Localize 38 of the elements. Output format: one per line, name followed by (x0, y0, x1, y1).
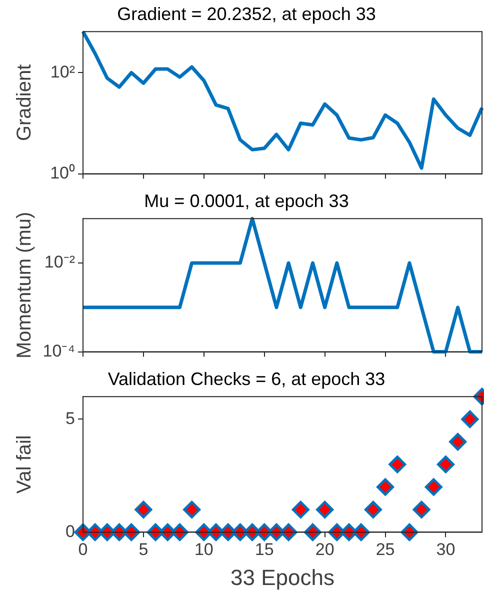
x-tick-label: 5 (138, 540, 148, 560)
y-axis-title: Gradient (14, 64, 36, 142)
point (376, 478, 394, 496)
y-tick-label: 5 (66, 408, 75, 428)
chart-title: Gradient = 20.2352, at epoch 33 (117, 4, 376, 24)
point (400, 523, 418, 541)
x-tick-label: 15 (254, 540, 274, 560)
point (134, 500, 152, 518)
point (316, 500, 334, 518)
y-axis-title: Val fail (14, 435, 36, 494)
point (292, 500, 310, 518)
x-tick-label: 30 (436, 540, 456, 560)
point (352, 523, 370, 541)
point (170, 523, 188, 541)
chart-title: Validation Checks = 6, at epoch 33 (108, 368, 386, 389)
y-tick-label: 10² (50, 62, 76, 82)
x-tick-label: 10 (194, 540, 214, 560)
point (183, 500, 201, 518)
point (280, 523, 298, 541)
point (388, 456, 406, 474)
point (461, 410, 479, 428)
y-tick-label: 10⁻⁴ (42, 341, 75, 360)
x-axis-title: 33 Epochs (230, 564, 334, 590)
point (122, 523, 140, 541)
x-tick-label: 20 (315, 540, 334, 560)
x-tick-label: 25 (376, 540, 395, 560)
x-tick-label: 0 (78, 540, 88, 560)
point (412, 500, 430, 518)
y-tick-label: 0 (66, 522, 75, 541)
point (449, 433, 467, 451)
point (436, 456, 454, 474)
point (364, 500, 382, 518)
chart-title: Mu = 0.0001, at epoch 33 (144, 190, 349, 211)
point (424, 478, 442, 496)
point (304, 523, 322, 541)
y-tick-label: 10⁰ (50, 163, 75, 182)
y-axis-title: Momentum (mu) (14, 212, 36, 359)
y-tick-label: 10⁻² (44, 252, 76, 272)
